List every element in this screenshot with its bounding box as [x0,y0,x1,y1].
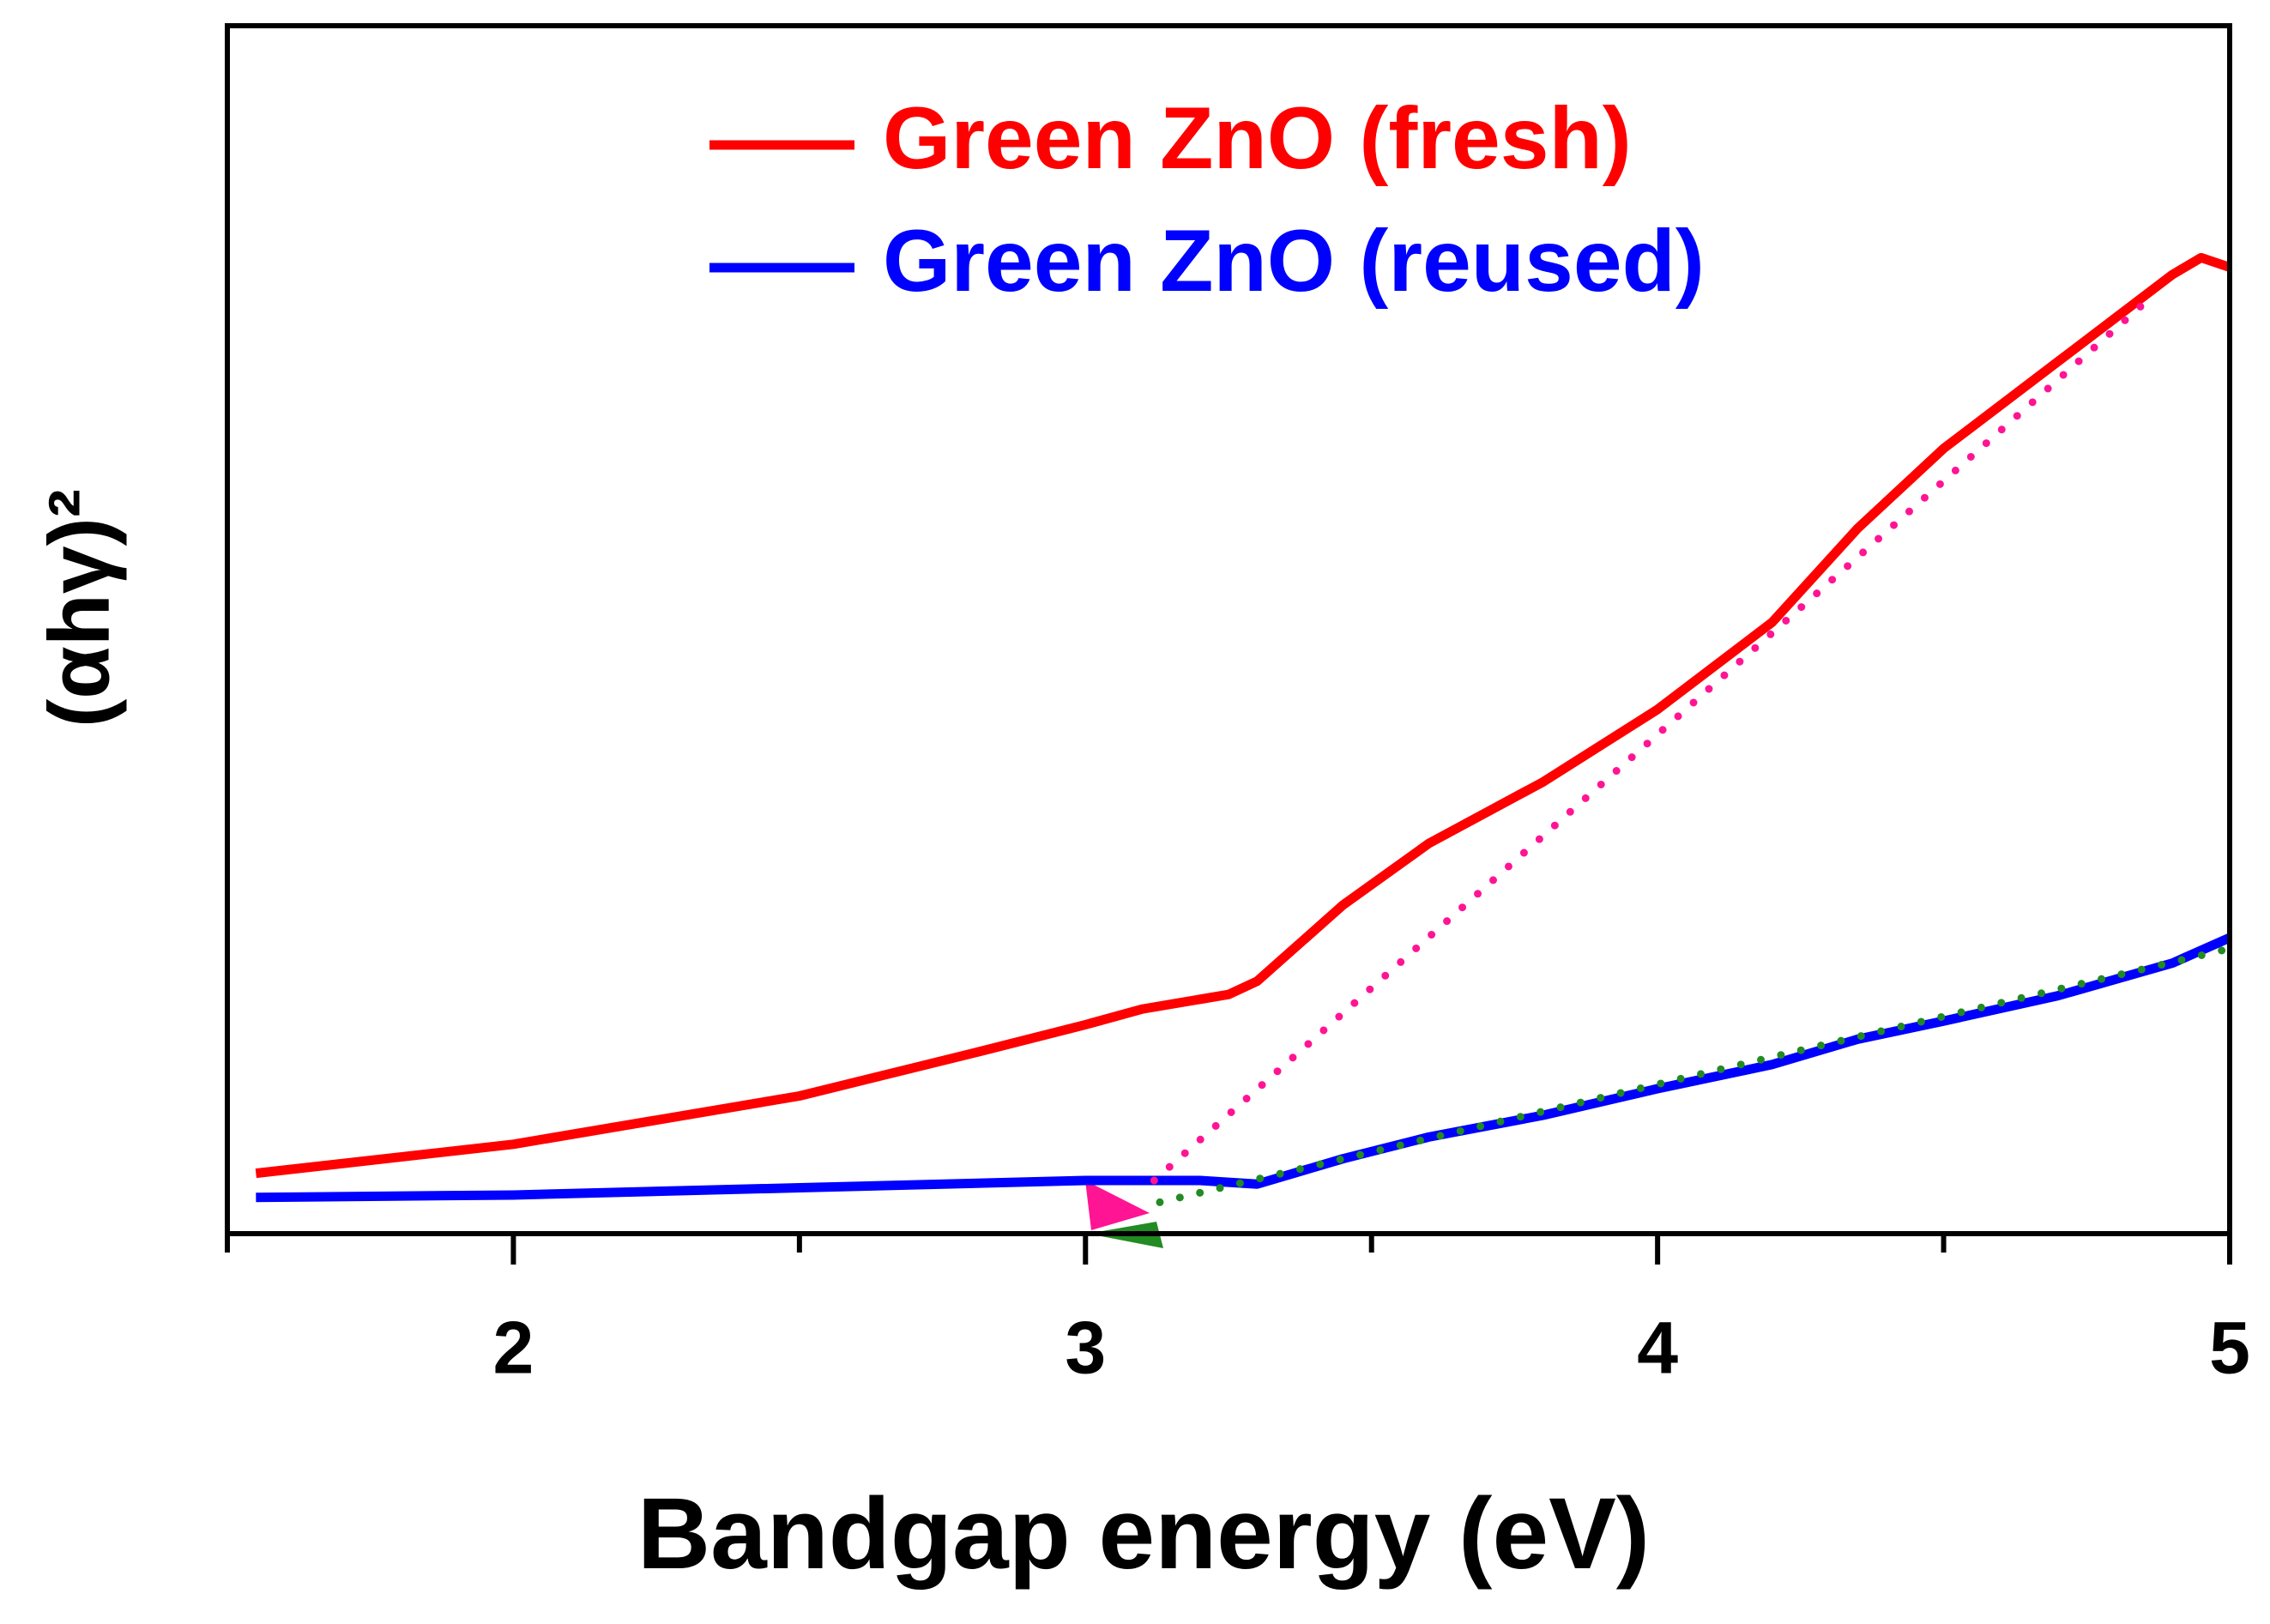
x-axis-label: Bandgap energy (eV) [637,1477,1650,1591]
x-tick-label: 3 [1065,1307,1106,1390]
fit-line [1150,299,2148,1185]
data-line [255,252,2231,1179]
x-tick-label: 5 [2209,1307,2250,1390]
arrow-head [1085,1180,1150,1230]
fit-line [1156,945,2234,1206]
y-axis-label: (αhγ)² [31,489,127,727]
data-line [256,933,2232,1203]
x-tick-label: 2 [493,1307,534,1390]
x-tick-label: 4 [1637,1307,1678,1390]
legend-label: Green ZnO (reused) [883,212,1705,310]
plot-frame [225,23,2232,1236]
legend-label: Green ZnO (fresh) [883,89,1632,187]
